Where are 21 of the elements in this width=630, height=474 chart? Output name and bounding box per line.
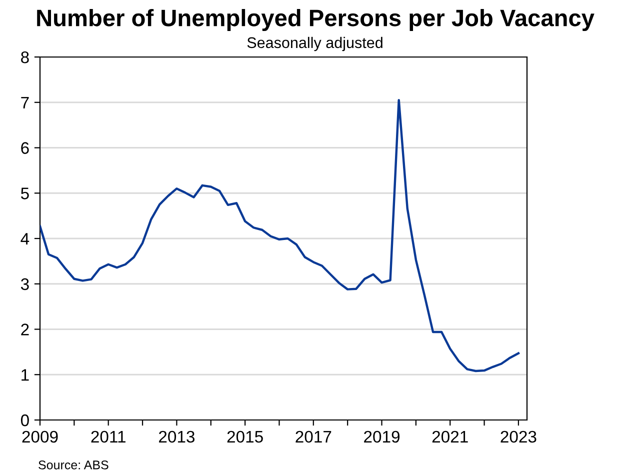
chart-title: Number of Unemployed Persons per Job Vacancy: [37, 8, 594, 32]
y-tick-label: 8: [21, 51, 29, 64]
x-tick-label: 2015: [227, 430, 263, 443]
y-tick-label: 0: [20, 414, 29, 426]
x-tick-label: 2009: [22, 430, 58, 443]
x-tick-label: 2021: [432, 430, 468, 443]
x-tick-label: 2023: [500, 430, 536, 443]
y-tick-label: 2: [21, 324, 29, 336]
y-tick-label: 1: [22, 369, 29, 381]
y-tick-label: 6: [21, 142, 29, 154]
x-tick-label: 2011: [91, 430, 126, 443]
y-tick-label: 4: [20, 233, 30, 245]
y-tick-label: 7: [21, 96, 29, 108]
y-tick-label: 3: [20, 278, 29, 290]
y-tick-label: 5: [20, 188, 29, 200]
chart-subtitle: Seasonally adjusted: [247, 36, 382, 52]
x-tick-label: 2019: [364, 430, 400, 443]
line-series: [40, 98, 520, 372]
x-tick-label: 2017: [296, 430, 332, 443]
x-tick-label: 2013: [159, 430, 195, 443]
source-note: Source: ABS: [38, 460, 108, 470]
